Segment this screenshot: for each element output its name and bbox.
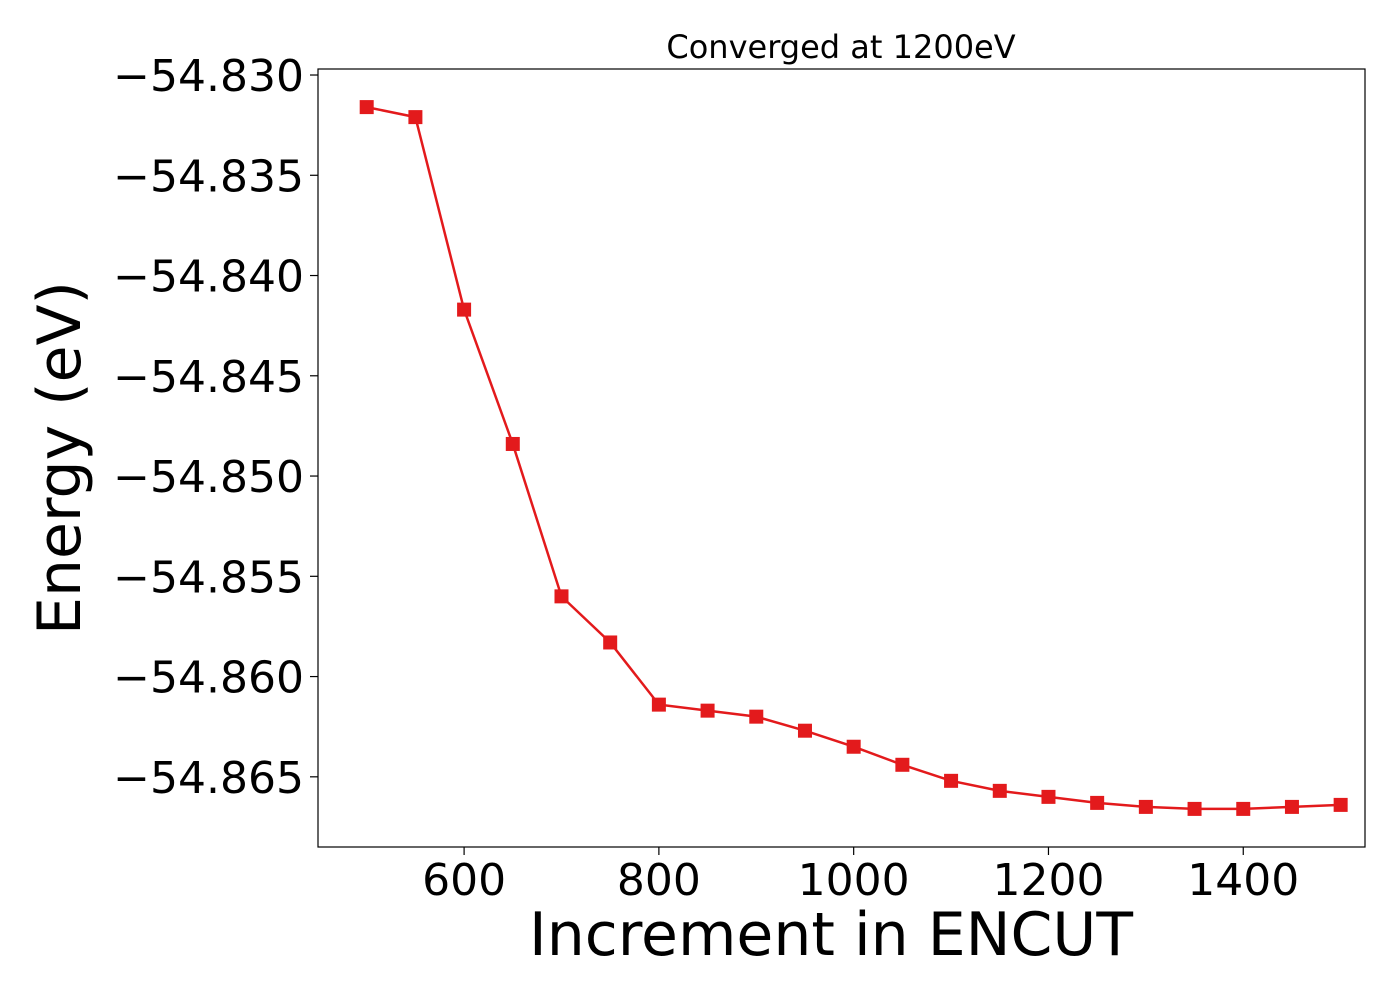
data-point (700, 703, 715, 718)
data-point (944, 773, 959, 788)
data-point (1187, 801, 1202, 816)
chart-title: Converged at 1200eV (666, 28, 1015, 66)
data-point (797, 723, 812, 738)
x-tick-label: 1000 (798, 855, 910, 906)
data-point (359, 100, 374, 115)
y-tick-label: −54.845 (113, 352, 304, 403)
data-point (1090, 795, 1105, 810)
y-tick-label: −54.860 (113, 653, 304, 704)
data-point (1236, 801, 1251, 816)
plot-frame (317, 68, 1366, 848)
y-tick-label: −54.830 (113, 51, 304, 102)
data-point (603, 635, 618, 650)
plot-background (318, 69, 1365, 847)
y-tick-label: −54.865 (113, 753, 304, 804)
data-point (457, 302, 472, 317)
data-point (651, 697, 666, 712)
series-layer (359, 100, 1348, 816)
x-tick-label: 800 (617, 855, 701, 906)
y-tick-label: −54.835 (113, 151, 304, 202)
data-point (1041, 789, 1056, 804)
data-point (992, 783, 1007, 798)
data-point (846, 739, 861, 754)
data-point (1138, 799, 1153, 814)
y-tick-label: −54.850 (113, 452, 304, 503)
x-tick-label: 1400 (1187, 855, 1299, 906)
data-point (1333, 797, 1348, 812)
y-axis-label: Energy (eV) (25, 281, 95, 635)
y-axis: −54.830 −54.835 −54.840 −54.845 −54.850 −54.8… (113, 51, 318, 804)
data-point (505, 436, 520, 451)
x-axis-label: Increment in ENCUT (529, 900, 1133, 970)
x-axis: 600 800 1000 1200 1400 (422, 847, 1299, 906)
data-point (554, 589, 569, 604)
data-point (408, 110, 423, 125)
y-tick-label: −54.840 (113, 252, 304, 303)
x-tick-label: 600 (422, 855, 506, 906)
data-point (1284, 799, 1299, 814)
y-tick-label: −54.855 (113, 552, 304, 603)
data-point (895, 757, 910, 772)
data-point (749, 709, 764, 724)
x-tick-label: 1200 (992, 855, 1104, 906)
